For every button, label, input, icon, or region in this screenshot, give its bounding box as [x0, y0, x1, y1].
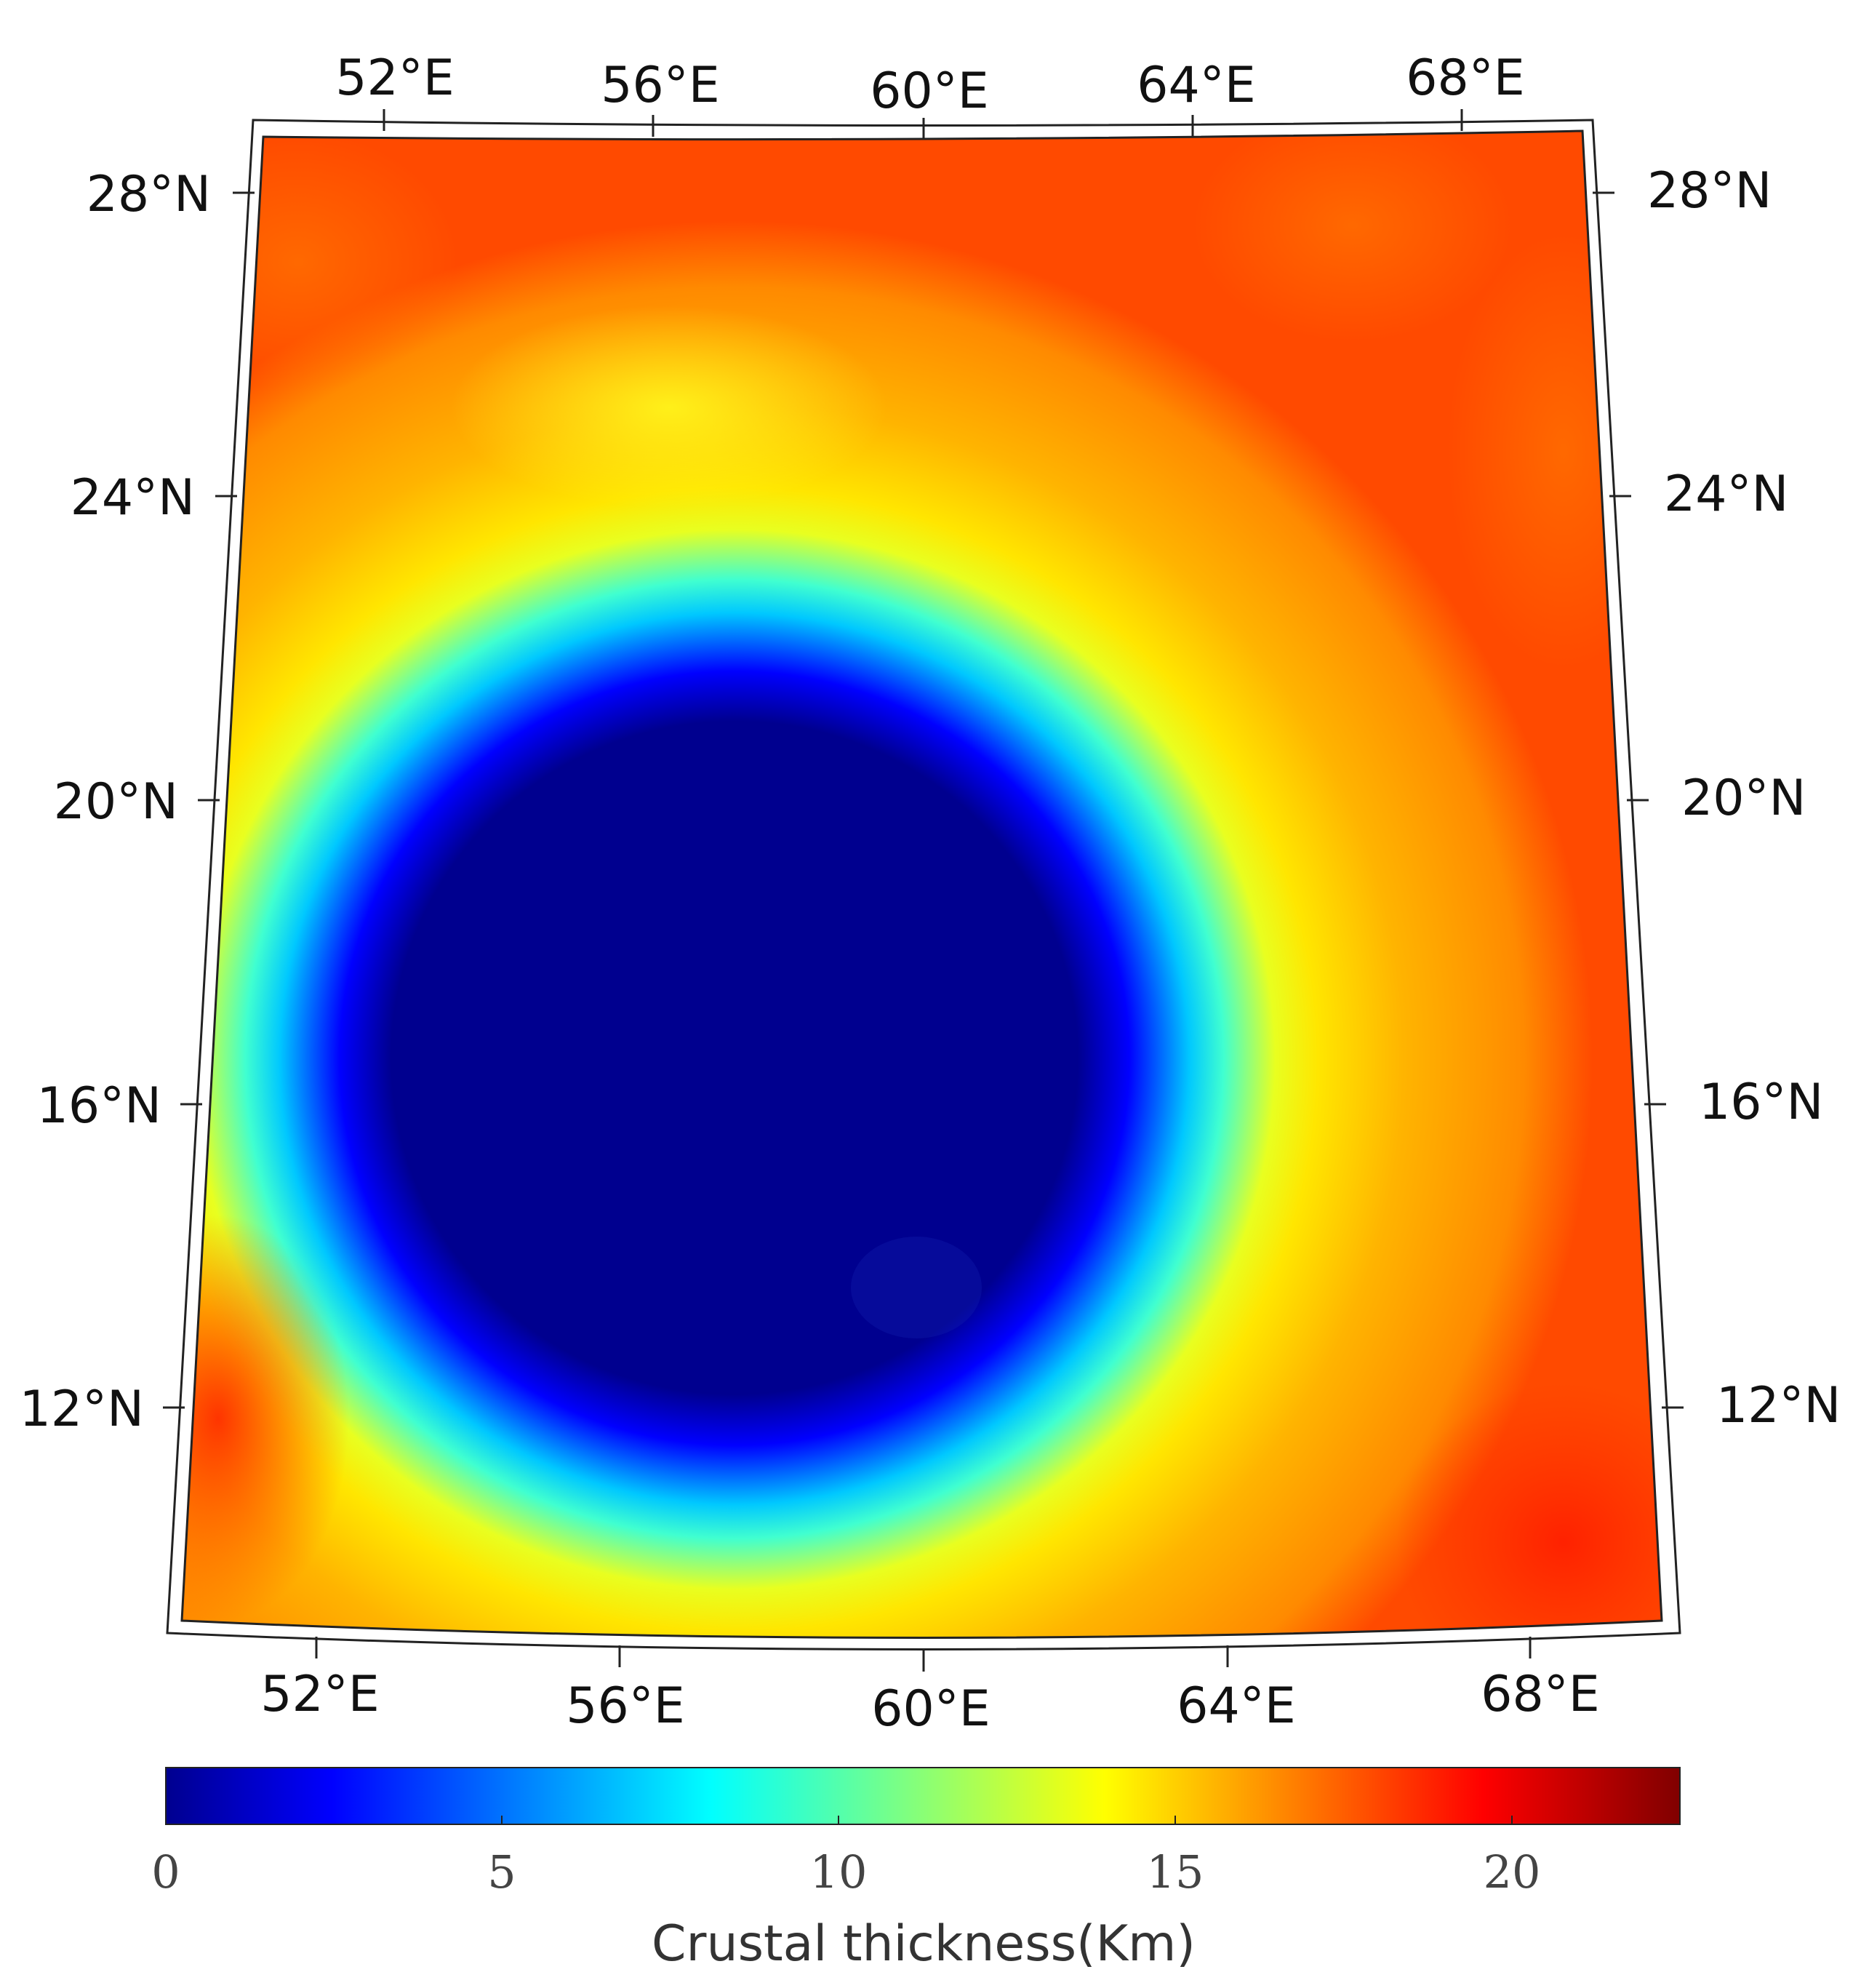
- colorbar-tick-label: 10: [810, 1845, 868, 1899]
- lon-label-bottom: 52°E: [260, 1666, 380, 1723]
- crustal-thickness-field: [182, 131, 1662, 1638]
- lon-label-bottom: 56°E: [566, 1677, 685, 1735]
- lat-label-left: 16°N: [37, 1077, 161, 1135]
- lat-label-left: 20°N: [54, 773, 178, 831]
- lat-labels-left: 28°N 24°N 20°N 16°N 12°N: [20, 166, 211, 1438]
- lat-label-left: 28°N: [87, 166, 211, 223]
- lat-label-right: 28°N: [1647, 162, 1772, 220]
- lon-labels-top: 52°E 56°E 60°E 64°E 68°E: [335, 49, 1525, 120]
- lon-labels-bottom: 52°E 56°E 60°E 64°E 68°E: [260, 1666, 1600, 1738]
- colorbar-tick-label: 5: [487, 1845, 516, 1899]
- lon-label-top: 68°E: [1406, 49, 1525, 107]
- colorbar-tick-label: 0: [151, 1845, 180, 1899]
- lon-label-bottom: 68°E: [1481, 1666, 1600, 1723]
- lat-label-left: 24°N: [71, 469, 195, 527]
- colorbar-ticks: [165, 1816, 1513, 1824]
- lon-label-top: 56°E: [601, 57, 720, 114]
- colorbar-gradient: [165, 1767, 1681, 1825]
- lat-label-right: 12°N: [1716, 1377, 1841, 1434]
- colorbar-title: Crustal thickness(Km): [652, 1915, 1196, 1973]
- colorbar-tick-label: 15: [1147, 1845, 1204, 1899]
- lat-labels-right: 28°N 24°N 20°N 16°N 12°N: [1647, 162, 1841, 1434]
- lon-label-top: 60°E: [870, 63, 989, 120]
- lon-ticks-bottom: [315, 1637, 1532, 1672]
- lat-label-right: 16°N: [1699, 1074, 1823, 1131]
- lat-ticks-left: [163, 191, 255, 1409]
- colorbar: 0 5 10 15 20 Crustal thickness(Km): [151, 1767, 1681, 1973]
- lat-label-left: 12°N: [20, 1381, 144, 1438]
- lon-label-top: 52°E: [335, 49, 455, 107]
- lon-label-bottom: 64°E: [1177, 1677, 1296, 1735]
- lon-ticks-top: [383, 109, 1463, 140]
- lon-label-bottom: 60°E: [871, 1680, 990, 1738]
- lon-label-top: 64°E: [1137, 57, 1256, 114]
- lat-label-right: 20°N: [1681, 770, 1806, 827]
- map-frame: [166, 119, 1681, 1650]
- lat-ticks-right: [1593, 191, 1684, 1409]
- colorbar-tick-label: 20: [1484, 1845, 1541, 1899]
- lat-label-right: 24°N: [1664, 466, 1788, 523]
